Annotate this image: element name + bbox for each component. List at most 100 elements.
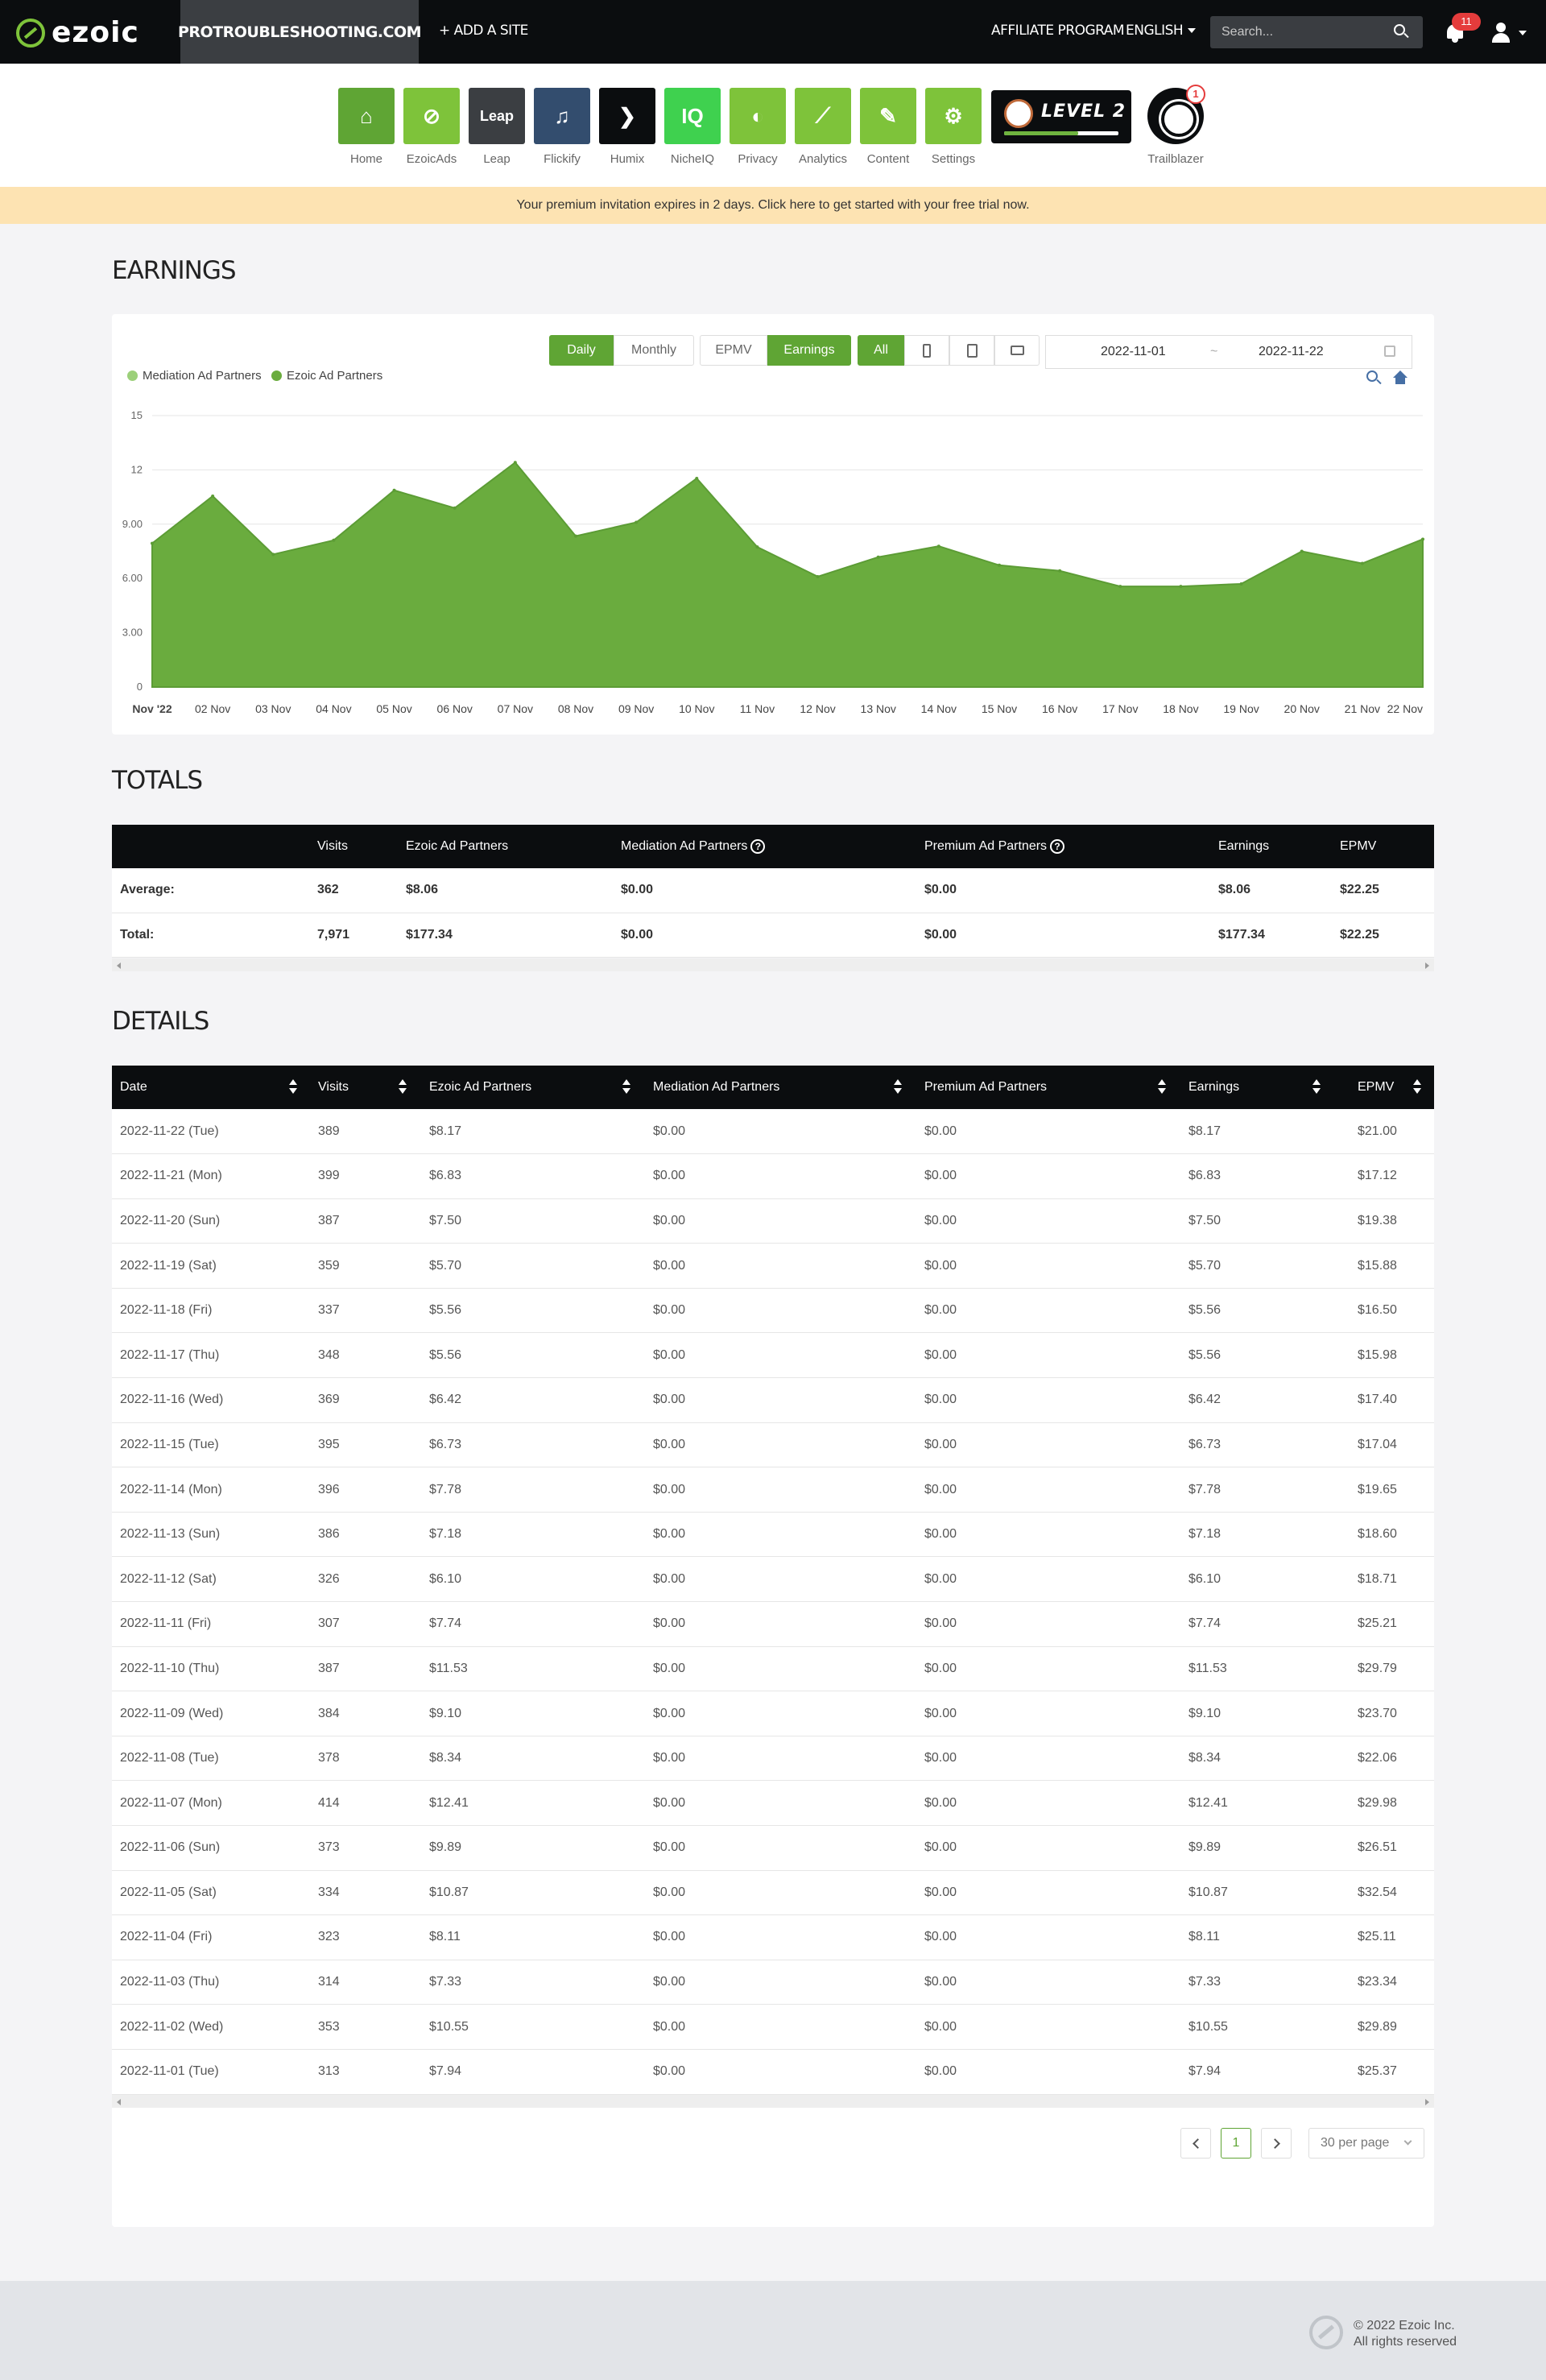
date-from[interactable]: 2022-11-01 <box>1101 345 1166 358</box>
chevron-left-icon <box>1192 2138 1203 2149</box>
affiliate-program-link[interactable]: AFFILIATE PROGRAM <box>991 23 1125 39</box>
mobile-filter-button[interactable] <box>904 335 949 366</box>
data-point[interactable] <box>1118 585 1122 589</box>
table-cell: $7.50 <box>1179 1198 1333 1244</box>
data-point[interactable] <box>1179 585 1183 589</box>
sort-icon[interactable] <box>1413 1079 1421 1095</box>
app-privacy[interactable]: ◐ Privacy <box>730 88 786 166</box>
sort-icon[interactable] <box>399 1079 407 1095</box>
help-icon[interactable]: ? <box>1050 839 1065 854</box>
monthly-button[interactable]: Monthly <box>614 335 694 366</box>
data-point[interactable] <box>1360 561 1364 565</box>
table-cell: $10.55 <box>1179 2004 1333 2050</box>
data-point[interactable] <box>1421 537 1424 541</box>
table-cell: 395 <box>310 1422 420 1468</box>
table-row: 2022-11-22 (Tue) 389 $8.17 $0.00 $0.00 $8.17 $… <box>112 1109 1434 1155</box>
add-site-link[interactable]: + ADD A SITE <box>439 23 528 39</box>
legend-item-ezoic[interactable]: Ezoic Ad Partners <box>271 369 382 383</box>
site-selector[interactable]: PROTROUBLESHOOTING.COM <box>178 0 422 64</box>
column-header[interactable]: Visits <box>310 1066 420 1109</box>
table-cell: $8.06 <box>398 868 613 913</box>
app-flickify[interactable]: ♫ Flickify <box>534 88 590 166</box>
table-cell: 2022-11-17 (Thu) <box>112 1332 310 1379</box>
table-cell: $10.55 <box>420 2004 643 2050</box>
app-humix[interactable]: ❯ Humix <box>599 88 655 166</box>
page-button-1[interactable]: 1 <box>1221 2128 1251 2159</box>
data-point[interactable] <box>1300 549 1304 553</box>
app-ezoicads[interactable]: ⊘ EzoicAds <box>403 88 460 166</box>
table-cell: $0.00 <box>643 1109 915 1155</box>
reset-zoom-home-icon[interactable] <box>1393 370 1408 385</box>
sort-icon[interactable] <box>622 1079 630 1095</box>
column-header[interactable]: Earnings <box>1179 1066 1333 1109</box>
data-point[interactable] <box>211 494 215 498</box>
footer <box>0 2281 1546 2380</box>
trailblazer-app[interactable]: 1 Trailblazer <box>1143 85 1208 166</box>
ezoic-logo[interactable]: ezoic <box>16 16 139 49</box>
table-cell: $8.34 <box>420 1736 643 1782</box>
tablet-filter-button[interactable] <box>949 335 994 366</box>
sort-icon[interactable] <box>289 1079 297 1095</box>
column-header[interactable]: Ezoic Ad Partners <box>420 1066 643 1109</box>
data-point[interactable] <box>271 553 275 557</box>
sort-icon[interactable] <box>1158 1079 1166 1095</box>
data-point[interactable] <box>876 555 880 559</box>
app-analytics[interactable]: ⟋ Analytics <box>795 88 851 166</box>
premium-invitation-banner[interactable]: Your premium invitation expires in 2 day… <box>0 187 1546 224</box>
column-header[interactable]: Premium Ad Partners <box>915 1066 1179 1109</box>
data-point[interactable] <box>151 541 154 545</box>
table-row: 2022-11-12 (Sat) 326 $6.10 $0.00 $0.00 $6.10 $… <box>112 1556 1434 1603</box>
totals-horizontal-scrollbar[interactable] <box>112 958 1434 971</box>
help-icon[interactable]: ? <box>750 839 766 854</box>
column-header[interactable]: Date <box>112 1066 310 1109</box>
search-input[interactable] <box>1210 16 1423 48</box>
data-point[interactable] <box>1239 582 1243 586</box>
details-horizontal-scrollbar[interactable] <box>112 2095 1434 2108</box>
next-page-button[interactable] <box>1261 2128 1292 2159</box>
search-icon[interactable] <box>1394 24 1405 35</box>
app-leap[interactable]: Leap Leap <box>469 88 525 166</box>
data-point[interactable] <box>755 545 759 549</box>
data-point[interactable] <box>1058 569 1062 573</box>
table-row: 2022-11-01 (Tue) 313 $7.94 $0.00 $0.00 $7.94 $… <box>112 2049 1434 2095</box>
data-point[interactable] <box>635 520 639 524</box>
zoom-icon[interactable] <box>1366 370 1378 382</box>
desktop-filter-button[interactable] <box>994 335 1040 366</box>
table-cell: 337 <box>310 1288 420 1334</box>
data-point[interactable] <box>513 461 517 465</box>
sort-icon[interactable] <box>894 1079 902 1095</box>
column-header[interactable]: Mediation Ad Partners <box>643 1066 915 1109</box>
daily-button[interactable]: Daily <box>549 335 614 366</box>
app-home[interactable]: ⌂ Home <box>338 88 395 166</box>
column-header[interactable]: EPMV <box>1333 1066 1434 1109</box>
data-point[interactable] <box>816 574 820 578</box>
data-point[interactable] <box>392 488 396 492</box>
table-cell: $5.56 <box>420 1332 643 1379</box>
y-tick-label: 15 <box>131 409 143 421</box>
legend-item-mediation[interactable]: Mediation Ad Partners <box>127 369 262 383</box>
date-range-picker[interactable]: 2022-11-01 ~ 2022-11-22 <box>1045 335 1412 369</box>
all-devices-button[interactable]: All <box>858 335 904 366</box>
app-content[interactable]: ✎ Content <box>860 88 916 166</box>
prev-page-button[interactable] <box>1180 2128 1211 2159</box>
x-tick-label: Nov '22 <box>132 702 172 715</box>
per-page-select[interactable]: 30 per page <box>1308 2128 1424 2159</box>
language-selector[interactable]: ENGLISH <box>1126 23 1197 39</box>
data-point[interactable] <box>936 544 940 548</box>
data-point[interactable] <box>695 476 699 480</box>
data-point[interactable] <box>998 563 1001 567</box>
user-icon[interactable] <box>1490 23 1512 43</box>
epmv-button[interactable]: EPMV <box>700 335 767 366</box>
data-point[interactable] <box>453 506 457 510</box>
app-nicheiq[interactable]: IQ NicheIQ <box>664 88 721 166</box>
user-menu-chevron-icon[interactable] <box>1519 31 1527 35</box>
earnings-button[interactable]: Earnings <box>767 335 851 366</box>
app-settings[interactable]: ⚙ Settings <box>925 88 982 166</box>
data-point[interactable] <box>332 538 336 542</box>
level-badge[interactable]: LEVEL 2 <box>991 90 1131 143</box>
rights-text: All rights reserved <box>1354 2335 1457 2349</box>
date-to[interactable]: 2022-11-22 <box>1259 345 1324 358</box>
data-point[interactable] <box>574 534 577 538</box>
sort-icon[interactable] <box>1312 1079 1321 1095</box>
series-area-1[interactable] <box>151 461 1424 688</box>
